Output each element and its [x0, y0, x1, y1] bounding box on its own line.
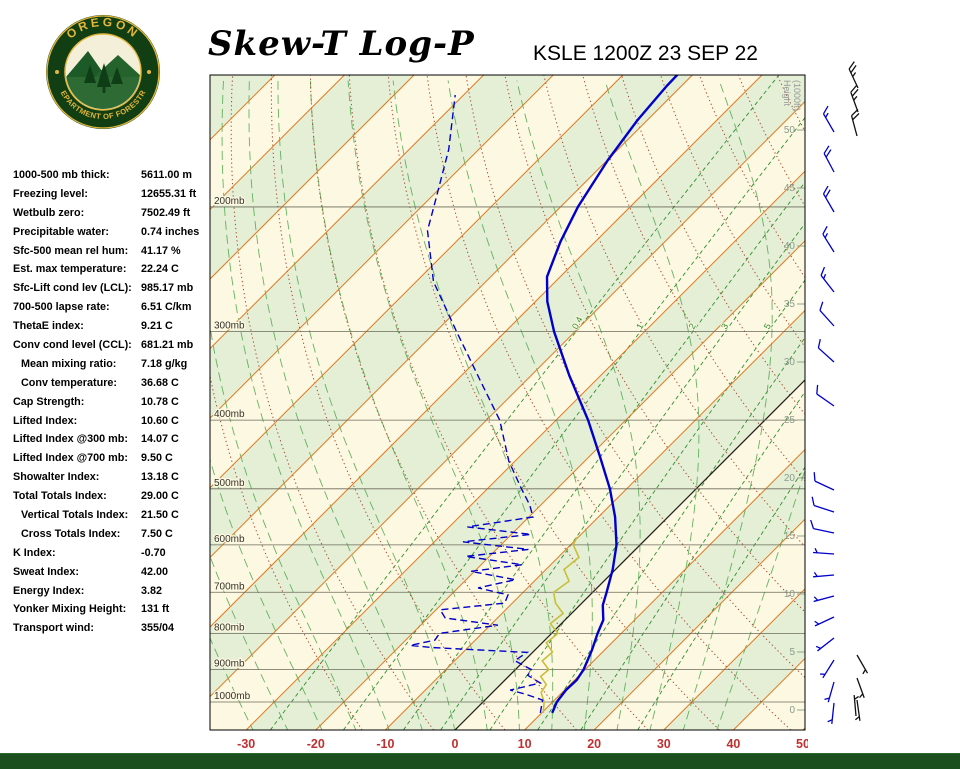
x-axis-tick-label: 0	[452, 737, 459, 751]
pressure-label: 800mb	[214, 622, 245, 633]
wind-barbs	[811, 62, 868, 724]
height-tick-label: 35	[784, 299, 796, 310]
wind-barb	[851, 85, 858, 112]
wind-barb	[849, 62, 858, 88]
wind-barb	[816, 638, 834, 651]
pressure-label: 400mb	[214, 409, 245, 420]
height-tick-label: 0	[789, 705, 795, 716]
pressure-label: 700mb	[214, 581, 245, 592]
wind-barb	[828, 703, 834, 724]
height-tick-label: 30	[784, 357, 796, 368]
wind-barb	[818, 339, 834, 362]
wind-barb	[821, 267, 834, 292]
wind-barb	[824, 106, 835, 132]
pressure-label: 200mb	[214, 196, 245, 207]
wind-barb	[857, 678, 864, 698]
height-axis-title: (1000ft)	[792, 80, 802, 111]
wind-barb	[814, 596, 834, 601]
wind-barb	[824, 146, 834, 172]
height-tick-label: 10	[784, 589, 796, 600]
height-tick-label: 15	[784, 531, 796, 542]
x-axis-tick-label: 30	[657, 737, 671, 751]
x-axis-tick-label: -20	[307, 737, 325, 751]
height-tick-label: 45	[784, 183, 796, 194]
wind-barb	[814, 472, 834, 490]
x-axis-tick-label: 50	[796, 737, 810, 751]
wind-barb	[825, 682, 834, 702]
wind-barb	[857, 655, 868, 674]
height-tick-label: 50	[784, 125, 796, 136]
wind-barb	[813, 572, 834, 576]
wind-barb	[813, 548, 834, 554]
x-axis-tick-label: 20	[587, 737, 601, 751]
wind-barb	[817, 385, 834, 406]
pressure-label: 600mb	[214, 534, 245, 545]
footer-bar	[0, 753, 960, 769]
x-axis-labels: -30 -20 -10 0 10 20 30 40 50	[237, 737, 810, 751]
wind-barb	[811, 520, 834, 533]
wind-barb	[812, 497, 834, 512]
wind-barb	[852, 109, 859, 136]
height-tick-label: 25	[784, 415, 796, 426]
wind-barb	[820, 302, 834, 326]
x-axis-tick-label: -10	[376, 737, 394, 751]
x-axis-tick-label: 10	[518, 737, 532, 751]
x-axis-tick-label: -30	[237, 737, 255, 751]
background-bands	[0, 75, 960, 730]
x-axis-tick-label: 40	[726, 737, 740, 751]
pressure-label: 1000mb	[214, 691, 251, 702]
pressure-label: 500mb	[214, 478, 245, 489]
wind-barb	[823, 226, 834, 252]
height-axis-title: Height	[782, 80, 792, 107]
wind-barb	[824, 186, 835, 212]
height-tick-label: 20	[784, 473, 796, 484]
wind-barb	[820, 660, 834, 678]
pressure-label: 900mb	[214, 659, 245, 670]
pressure-label: 300mb	[214, 321, 245, 332]
height-tick-label: 5	[789, 647, 795, 658]
height-tick-label: 40	[784, 241, 796, 252]
wind-barb	[815, 617, 834, 626]
